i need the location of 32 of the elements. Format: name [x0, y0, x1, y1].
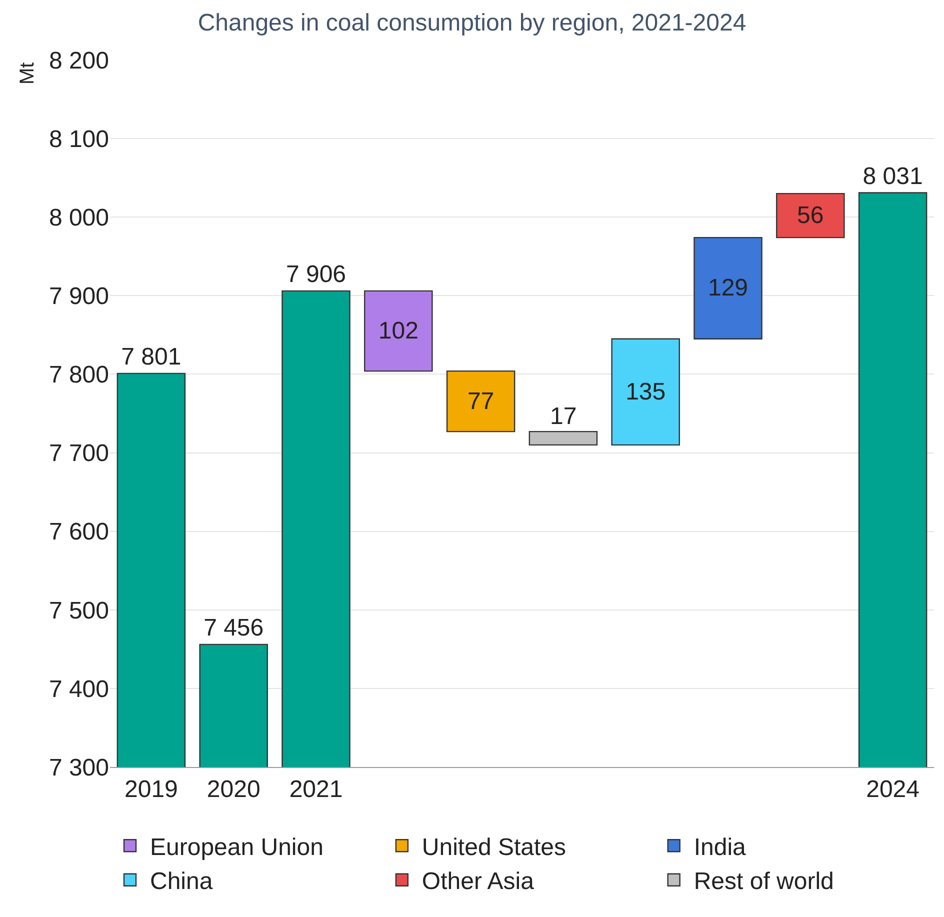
x-tick-label: 2019 — [124, 776, 178, 803]
x-tick-label: 2024 — [866, 776, 920, 803]
chart-title: Changes in coal consumption by region, 2021-2024 — [198, 10, 746, 37]
y-tick-label: 8 000 — [48, 204, 109, 232]
legend-label: China — [150, 868, 214, 896]
y-axis-title: Mt — [16, 62, 38, 84]
y-tick-label: 8 200 — [48, 47, 109, 74]
data-label: 7 456 — [204, 614, 264, 642]
y-tick-label: 7 800 — [48, 362, 109, 389]
y-tick-label: 7 700 — [48, 440, 109, 468]
data-label: 56 — [797, 202, 824, 230]
data-label: 7 801 — [121, 343, 182, 370]
x-tick-label: 2021 — [289, 776, 343, 803]
legend-label: United States — [422, 834, 566, 862]
data-label: 8 031 — [862, 162, 923, 190]
legend-label: Rest of world — [694, 868, 834, 896]
legend-label: India — [694, 834, 747, 862]
y-tick-label: 7 300 — [48, 754, 109, 782]
data-label: 77 — [467, 388, 494, 415]
y-tick-label: 7 400 — [48, 676, 109, 703]
y-tick-label: 7 500 — [48, 597, 109, 624]
data-label: 135 — [626, 378, 666, 406]
data-label: 7 906 — [286, 260, 346, 288]
data-label: 17 — [550, 403, 577, 430]
y-tick-label: 7 600 — [48, 518, 109, 546]
y-tick-label: 8 100 — [48, 126, 109, 153]
data-label: 102 — [378, 318, 418, 345]
legend-label: European Union — [150, 834, 324, 862]
data-label: 129 — [708, 274, 748, 302]
legend-label: Other Asia — [422, 868, 535, 896]
y-tick-label: 7 900 — [48, 283, 109, 310]
x-tick-label: 2020 — [206, 776, 260, 803]
